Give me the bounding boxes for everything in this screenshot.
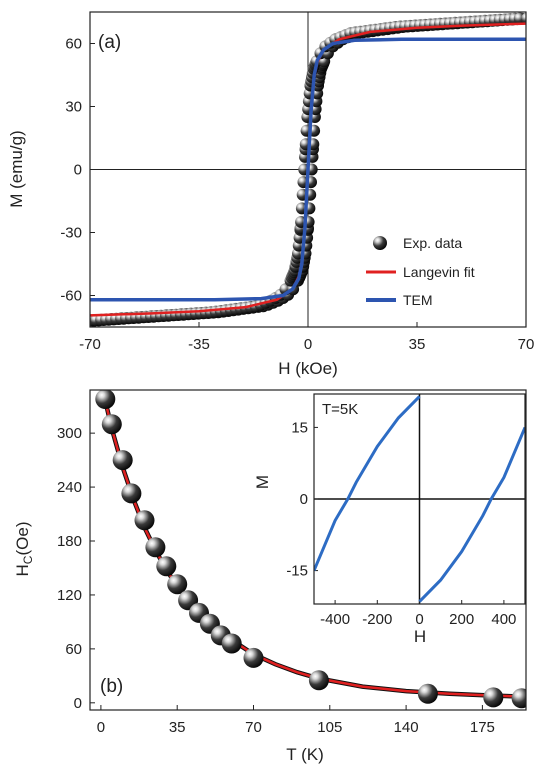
- panel-a-frame: [89, 11, 527, 328]
- hc-data-point: [101, 414, 122, 435]
- panel-b-xtick-label: 175: [470, 719, 495, 736]
- inset-xtick-label: 200: [449, 611, 474, 628]
- inset-ascending-branch: [418, 426, 525, 603]
- panel-b-ylabel-rest: (Oe): [13, 522, 32, 556]
- panel-b-xtick-label: 0: [97, 719, 105, 736]
- hc-data-point: [167, 574, 188, 595]
- exp-data-point: [521, 12, 526, 25]
- panel-b-ytick-label: 240: [57, 479, 82, 496]
- legend-langevin-label: Langevin fit: [403, 264, 475, 280]
- panel-b-ytick-label: 120: [57, 587, 82, 604]
- legend-exp-data-marker: [373, 236, 387, 250]
- legend-exp-data-label: Exp. data: [403, 235, 462, 251]
- panel-a-xtick-label: 35: [409, 336, 426, 353]
- panel-a-ylabel: M (emu/g): [7, 130, 26, 207]
- hc-data-point: [417, 683, 438, 704]
- panel-b-xtick-label: 105: [317, 719, 342, 736]
- legend-tem-label: TEM: [403, 292, 433, 308]
- panel-b-ticks: 0 35 70 105 140 175 0 60 120 180 240 300: [57, 425, 495, 736]
- panel-a-xtick-label: -70: [79, 336, 101, 353]
- panel-b-ytick-label: 180: [57, 533, 82, 550]
- panel-b-ylabel: HC(Oe): [13, 522, 35, 577]
- panel-a-ytick-label: 0: [74, 162, 82, 179]
- panel-b-xtick-label: 70: [245, 719, 262, 736]
- inset-xtick-label: -400: [320, 611, 350, 628]
- inset-ytick-label: 0: [300, 491, 308, 508]
- inset-ylabel: M: [253, 475, 272, 489]
- panel-a-ytick-label: 30: [65, 99, 82, 116]
- panel-b-series: [95, 390, 526, 709]
- inset-plot: -400 -200 0 200 400 -15 0 15 T=5K H M: [253, 393, 526, 646]
- panel-b-frame: [89, 389, 527, 711]
- inset-series: [314, 395, 525, 603]
- panel-a-xlabel: H (kOe): [278, 359, 338, 378]
- hc-data-point: [308, 670, 329, 691]
- inset-ytick-label: -15: [286, 563, 308, 580]
- panel-b-ytick-label: 60: [65, 641, 82, 658]
- hc-data-point: [145, 537, 166, 558]
- inset-temperature-label: T=5K: [322, 401, 358, 418]
- hc-data-point: [511, 688, 526, 709]
- inset-xtick-label: 0: [415, 611, 423, 628]
- panel-b-ylabel-main: H: [13, 564, 32, 576]
- panel-b-ytick-label: 300: [57, 425, 82, 442]
- hc-data-point: [483, 687, 504, 708]
- hc-data-point: [121, 483, 142, 504]
- hc-data-point: [112, 450, 133, 471]
- hc-data-point: [134, 510, 155, 531]
- hc-data-point: [95, 390, 116, 409]
- hc-data-point: [243, 647, 264, 668]
- panel-a-series: [90, 12, 526, 327]
- panel-a-xtick-label: 70: [518, 336, 535, 353]
- panel-a-ytick-label: 60: [65, 36, 82, 53]
- inset-xtick-label: -200: [362, 611, 392, 628]
- panel-b-label: (b): [100, 676, 123, 697]
- hc-data-point: [156, 556, 177, 577]
- inset-ytick-label: 15: [291, 419, 308, 436]
- panel-a-label: (a): [98, 32, 121, 53]
- panel-b-xlabel: T (K): [286, 745, 323, 764]
- panel-a-xtick-label: 0: [304, 336, 312, 353]
- panel-a: -70 -35 0 35 70 -60 -30 0 30 60 (a) H (kOe) M (em…: [7, 11, 534, 378]
- panel-a-ytick-label: -30: [60, 225, 82, 242]
- panel-b-ylabel-sub: C: [21, 555, 35, 564]
- tem-line: [90, 37, 526, 302]
- panel-b-xtick-label: 35: [169, 719, 186, 736]
- panel-a-ytick-label: -60: [60, 288, 82, 305]
- inset-xlabel: H: [414, 627, 426, 646]
- panel-b-xtick-label: 140: [394, 719, 419, 736]
- panel-b-ytick-label: 0: [74, 695, 82, 712]
- panel-a-xtick-label: -35: [188, 336, 210, 353]
- inset-xtick-label: 400: [491, 611, 516, 628]
- inset-frame: [313, 393, 526, 605]
- inset-descending-branch: [314, 395, 421, 572]
- panel-a-legend: Exp. data Langevin fit TEM: [366, 235, 475, 308]
- panel-a-ticks: -70 -35 0 35 70 -60 -30 0 30 60: [60, 12, 534, 353]
- hc-data-point: [221, 633, 242, 654]
